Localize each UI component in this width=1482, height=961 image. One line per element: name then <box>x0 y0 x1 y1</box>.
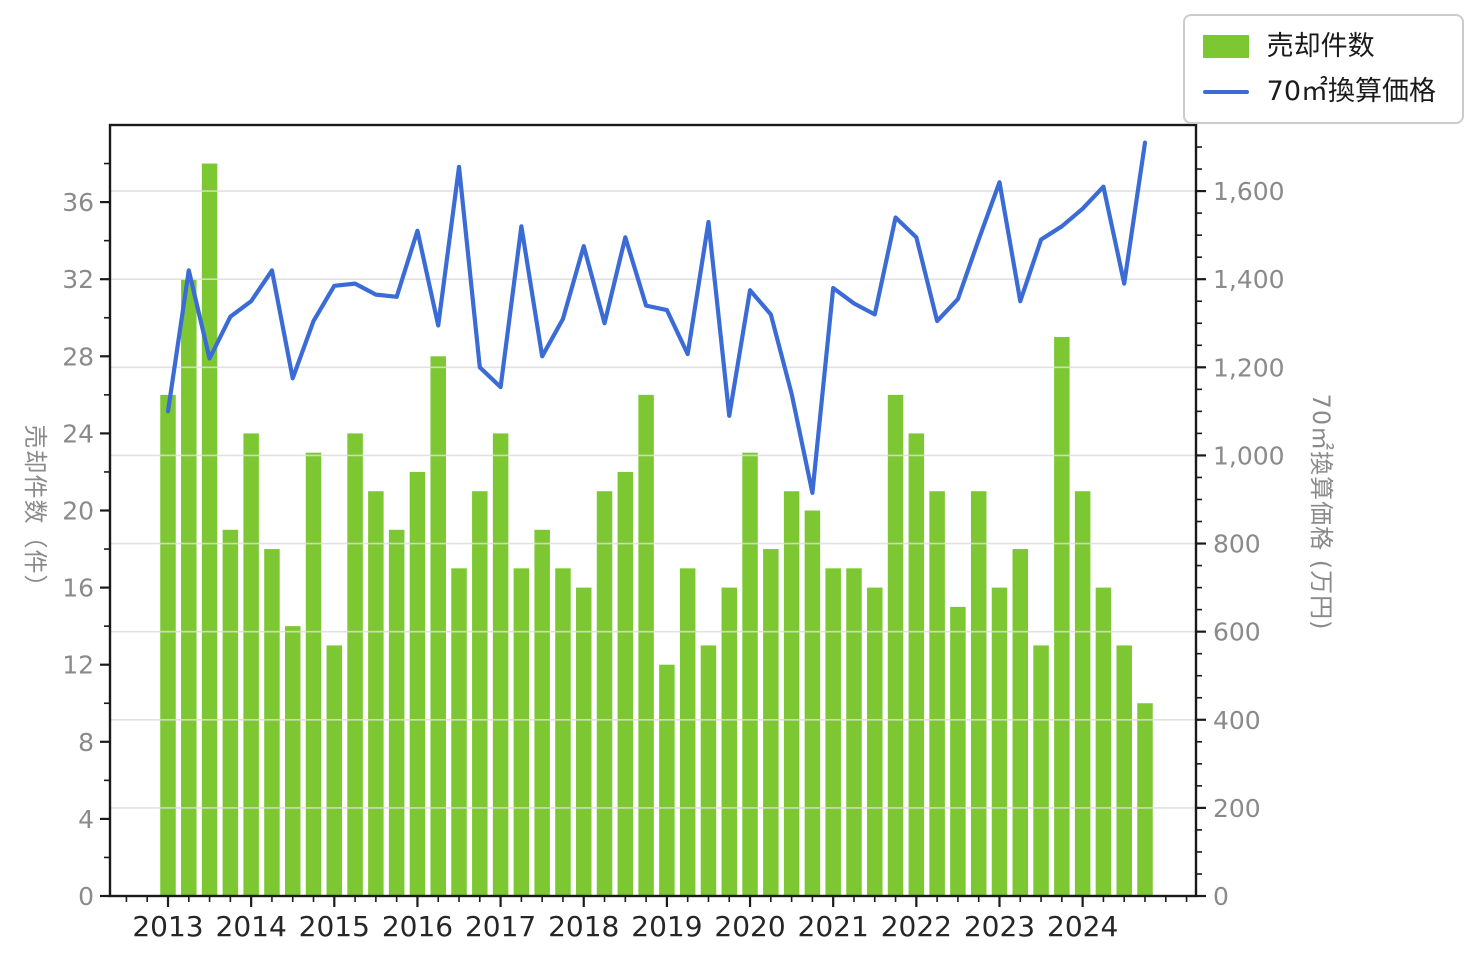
bar-2020Q2 <box>763 549 779 896</box>
left-tick-label: 0 <box>78 882 94 911</box>
bar-2018Q4 <box>638 394 654 896</box>
bar-2016Q2 <box>430 356 446 896</box>
bar-2015Q1 <box>326 645 343 896</box>
bar-2017Q3 <box>534 529 550 896</box>
legend-item-sales-count: 売却件数 <box>1202 31 1436 62</box>
left-tick-label: 24 <box>62 419 94 448</box>
legend-item-price: 70㎡換算価格 <box>1202 76 1436 107</box>
right-tick-label: 1,400 <box>1213 265 1285 294</box>
x-year-label: 2021 <box>798 910 869 943</box>
x-year-label: 2018 <box>548 910 619 943</box>
bar-2022Q4 <box>970 491 987 896</box>
bar-2013Q4 <box>222 529 239 896</box>
right-tick-label: 1,000 <box>1213 441 1285 470</box>
x-year-label: 2017 <box>465 910 536 943</box>
bar-2019Q2 <box>679 568 696 896</box>
bar-2017Q2 <box>513 568 530 896</box>
bar-2014Q1 <box>243 433 259 896</box>
bar-2019Q4 <box>721 587 738 896</box>
bar-2021Q1 <box>825 568 841 896</box>
bar-2022Q1 <box>908 433 925 896</box>
left-axis-title: 売却件数（件） <box>21 424 49 600</box>
bar-2024Q4 <box>1137 703 1153 896</box>
bar-2021Q3 <box>867 587 883 896</box>
bar-2024Q3 <box>1116 645 1132 896</box>
bar-2013Q2 <box>181 279 197 896</box>
bar-2024Q1 <box>1074 491 1091 896</box>
right-tick-label: 600 <box>1213 618 1261 647</box>
bar-2015Q4 <box>388 529 405 896</box>
bar-2023Q4 <box>1054 337 1070 896</box>
line-swatch-icon <box>1202 89 1249 94</box>
bar-2016Q1 <box>409 471 426 896</box>
x-year-label: 2015 <box>299 910 370 943</box>
x-year-label: 2020 <box>714 910 785 943</box>
left-tick-label: 16 <box>62 574 94 603</box>
right-tick-label: 400 <box>1213 706 1261 735</box>
x-year-label: 2016 <box>382 910 453 943</box>
right-tick-label: 200 <box>1213 794 1261 823</box>
bar-2017Q4 <box>555 568 571 896</box>
bar-2019Q1 <box>659 664 675 896</box>
bar-2021Q2 <box>846 568 862 896</box>
bar-2023Q2 <box>1012 549 1029 896</box>
right-tick-label: 1,600 <box>1213 177 1285 206</box>
right-tick-label: 0 <box>1213 882 1229 911</box>
legend: 売却件数 70㎡換算価格 <box>1182 14 1464 124</box>
bar-2014Q4 <box>305 452 322 896</box>
bar-2022Q2 <box>929 491 945 896</box>
x-year-label: 2013 <box>132 910 203 943</box>
left-tick-label: 32 <box>62 265 94 294</box>
bar-2015Q2 <box>347 433 363 896</box>
x-year-label: 2023 <box>964 910 1035 943</box>
right-tick-label: 800 <box>1213 530 1261 559</box>
bar-2017Q1 <box>492 433 509 896</box>
bar-2020Q1 <box>742 452 758 896</box>
bar-2015Q3 <box>368 491 384 896</box>
bar-2023Q3 <box>1033 645 1049 896</box>
bar-2024Q2 <box>1095 587 1112 896</box>
legend-label-sales-count: 売却件数 <box>1266 31 1375 62</box>
bar-2016Q4 <box>472 491 488 896</box>
bar-2023Q1 <box>991 587 1008 896</box>
left-tick-label: 12 <box>62 651 94 680</box>
left-tick-label: 20 <box>62 497 94 526</box>
x-year-label: 2019 <box>631 910 702 943</box>
right-axis-title: 70㎡換算価格 (万円) <box>1307 393 1335 631</box>
bar-swatch-icon <box>1202 35 1249 58</box>
bar-2019Q3 <box>700 645 717 896</box>
left-tick-label: 4 <box>78 805 94 834</box>
bar-2018Q2 <box>596 491 613 896</box>
x-year-label: 2014 <box>216 910 287 943</box>
bar-2013Q1 <box>160 394 176 896</box>
bar-2020Q4 <box>804 510 821 896</box>
x-year-label: 2022 <box>881 910 952 943</box>
bar-2021Q4 <box>887 394 904 896</box>
x-year-label: 2024 <box>1047 910 1118 943</box>
bar-2013Q3 <box>201 163 218 897</box>
left-tick-label: 8 <box>78 728 94 757</box>
bar-2014Q3 <box>284 626 301 896</box>
right-tick-label: 1,200 <box>1213 353 1285 382</box>
bar-2022Q3 <box>950 606 966 897</box>
bar-2016Q3 <box>451 568 467 896</box>
bar-2018Q1 <box>575 587 592 896</box>
bar-2014Q2 <box>264 549 280 896</box>
bar-2018Q3 <box>617 471 634 896</box>
price-line <box>165 140 1148 495</box>
bar-2020Q3 <box>783 491 800 896</box>
legend-label-price: 70㎡換算価格 <box>1266 76 1436 107</box>
left-tick-label: 28 <box>62 342 94 371</box>
left-tick-label: 36 <box>62 188 94 217</box>
